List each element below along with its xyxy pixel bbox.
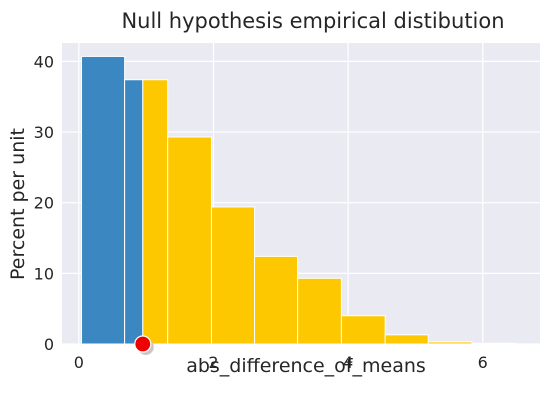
x-axis-label: abs_difference_of_means bbox=[186, 355, 426, 377]
histogram-bar bbox=[427, 341, 473, 345]
y-axis-label: Percent per unit bbox=[7, 128, 29, 280]
chart-title: Null hypothesis empirical distibution bbox=[121, 9, 504, 33]
x-tick-label: 0 bbox=[74, 353, 84, 372]
histogram-bar bbox=[297, 277, 342, 345]
histogram-bar bbox=[124, 79, 144, 345]
x-tick-label: 4 bbox=[343, 353, 353, 372]
observed-statistic bbox=[134, 335, 154, 355]
y-tick-label: 20 bbox=[34, 194, 54, 213]
x-tick-label: 6 bbox=[478, 353, 488, 372]
histogram-bar bbox=[142, 79, 169, 345]
histogram-bar bbox=[384, 334, 429, 345]
histogram-bar bbox=[210, 206, 256, 345]
x-tick-label: 2 bbox=[208, 353, 218, 372]
y-axis-ticks: 0 10 20 30 40 bbox=[34, 52, 54, 354]
histogram-bar bbox=[167, 136, 212, 345]
histogram-bar bbox=[471, 342, 516, 345]
y-tick-label: 0 bbox=[44, 335, 54, 354]
histogram-bars bbox=[81, 55, 516, 345]
y-tick-label: 40 bbox=[34, 52, 54, 71]
y-tick-label: 10 bbox=[34, 264, 54, 283]
histogram-bar bbox=[254, 255, 299, 345]
x-axis-ticks: 0 2 4 6 bbox=[74, 353, 488, 372]
histogram-bar bbox=[81, 55, 126, 345]
histogram-bar bbox=[340, 315, 386, 345]
y-tick-label: 30 bbox=[34, 123, 54, 142]
observed-point bbox=[134, 335, 152, 353]
